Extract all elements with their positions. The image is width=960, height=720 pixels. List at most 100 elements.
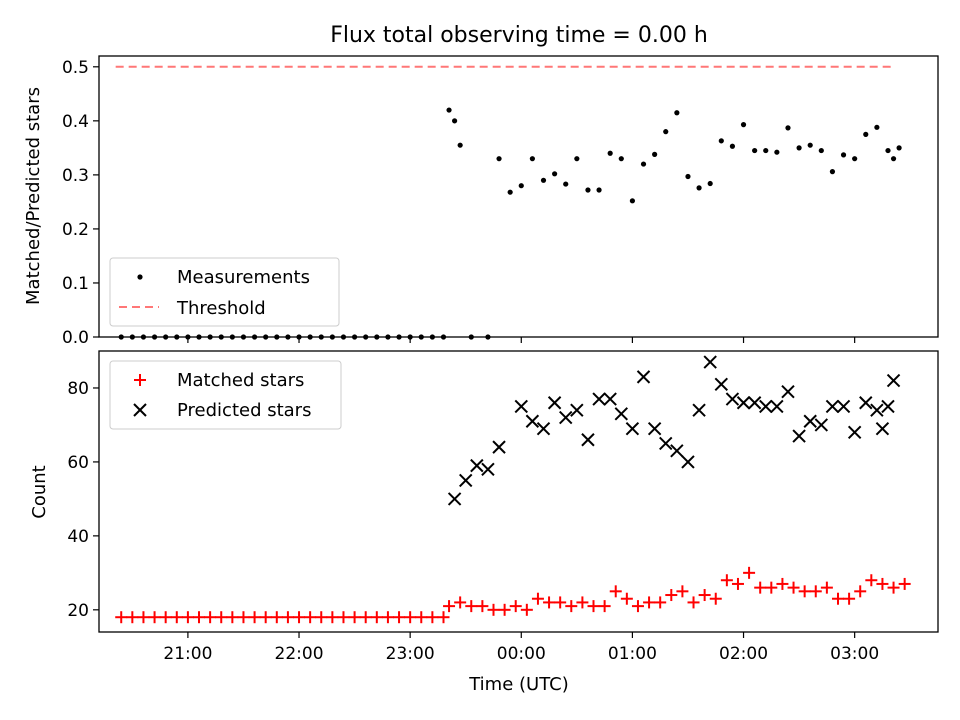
predicted-star-point xyxy=(447,492,462,506)
matched-star-point xyxy=(520,603,533,616)
measurement-point xyxy=(885,147,891,154)
measurement-point xyxy=(374,334,380,340)
matched-star-point xyxy=(370,611,383,624)
matched-star-point xyxy=(393,611,406,624)
measurement-point xyxy=(596,187,602,193)
measurement-point xyxy=(890,156,897,162)
predicted-star-point xyxy=(803,414,817,428)
measurement-point xyxy=(207,334,213,340)
matched-star-point xyxy=(731,577,744,590)
measurement-point xyxy=(340,334,347,340)
legend-bottom: Matched stars Predicted stars xyxy=(109,360,342,430)
y-axis-label-top: Matched/Predicted stars xyxy=(23,87,44,305)
matched-star-point xyxy=(348,611,361,624)
predicted-star-point xyxy=(703,355,717,369)
matched-star-point xyxy=(620,592,633,605)
y-axis-label-bottom: Count xyxy=(29,465,50,518)
matched-star-point xyxy=(720,574,733,587)
measurement-point xyxy=(663,129,669,135)
predicted-star-point xyxy=(875,421,890,436)
measurement-point xyxy=(696,185,702,191)
matched-star-point xyxy=(226,611,239,624)
matched-star-point xyxy=(426,611,439,624)
legend-marker-matched xyxy=(134,374,146,386)
matched-star-point xyxy=(587,600,600,613)
measurement-point xyxy=(818,147,824,154)
legend-marker-predicted xyxy=(133,403,147,417)
measurement-point xyxy=(796,145,802,151)
x-tick-label: 03:00 xyxy=(830,644,879,664)
matched-star-point xyxy=(665,589,678,602)
matched-star-point xyxy=(454,596,467,609)
predicted-star-point xyxy=(525,414,540,428)
x-tick-label: 23:00 xyxy=(386,644,435,664)
predicted-star-point xyxy=(747,396,762,410)
predicted-star-point xyxy=(770,399,784,414)
predicted-star-point xyxy=(536,421,551,436)
matched-star-point xyxy=(631,600,644,613)
measurement-point xyxy=(263,334,269,340)
legend-label-matched: Matched stars xyxy=(177,370,304,391)
y-tick-label-top: 0.5 xyxy=(62,58,89,78)
measurement-point xyxy=(574,156,580,162)
measurement-point xyxy=(896,145,902,151)
predicted-star-point xyxy=(814,418,829,432)
predicted-star-point xyxy=(625,421,640,436)
y-tick-label-top: 0.0 xyxy=(62,328,89,348)
measurement-point xyxy=(518,183,524,189)
measurement-point xyxy=(752,147,758,154)
measurement-point xyxy=(429,334,435,340)
measurement-point xyxy=(674,110,680,116)
legend-label-predicted: Predicted stars xyxy=(177,400,311,421)
measurement-point xyxy=(151,334,158,340)
predicted-star-point xyxy=(481,462,495,477)
panel-ratio: 0.0 0.1 0.2 0.3 0.4 0.5 Matched/Predicted sta… xyxy=(23,55,939,348)
y-tick-label-top: 0.3 xyxy=(62,166,89,186)
matched-star-point xyxy=(787,581,800,594)
predicted-star-point xyxy=(886,373,901,388)
legend-label-threshold: Threshold xyxy=(176,298,266,319)
predicted-star-point xyxy=(725,392,740,406)
predicted-star-point xyxy=(603,392,617,406)
predicted-star-point xyxy=(736,396,751,410)
predicted-star-point xyxy=(825,399,840,414)
matched-star-point xyxy=(776,577,789,590)
measurement-point xyxy=(285,334,291,340)
measurement-point xyxy=(552,171,558,177)
measurement-point xyxy=(629,198,636,204)
predicted-star-point xyxy=(459,473,473,488)
y-axis-bottom: 20 40 60 80 xyxy=(67,379,99,621)
matched-star-point xyxy=(798,585,811,598)
chart-title: Flux total observing time = 0.00 h xyxy=(330,23,708,48)
measurement-point xyxy=(563,181,569,187)
predicted-star-point xyxy=(692,403,706,417)
predicted-star-point xyxy=(792,429,806,443)
matched-star-point xyxy=(565,600,578,613)
matched-star-point xyxy=(476,600,489,613)
x-tick-label: 21:00 xyxy=(163,644,212,664)
matched-star-point xyxy=(598,600,611,613)
count-series xyxy=(115,355,911,624)
predicted-star-point xyxy=(847,425,862,440)
measurement-point xyxy=(452,118,458,124)
matched-star-point xyxy=(137,611,150,624)
y-tick-label-top: 0.1 xyxy=(62,274,89,294)
matched-star-point xyxy=(531,592,544,605)
matched-star-point xyxy=(270,611,283,624)
matched-star-point xyxy=(115,611,128,624)
matched-star-point xyxy=(676,585,689,598)
matched-star-point xyxy=(148,611,161,624)
predicted-star-point xyxy=(870,403,884,417)
matched-star-point xyxy=(126,611,139,624)
measurement-point xyxy=(351,334,358,340)
matched-star-point xyxy=(754,581,767,594)
predicted-star-point xyxy=(714,377,729,391)
measurement-point xyxy=(446,107,452,113)
measurement-point xyxy=(785,125,791,131)
predicted-star-point xyxy=(614,407,628,421)
matched-star-point xyxy=(437,611,450,624)
matched-star-point xyxy=(509,600,522,613)
panel-count: 20 40 60 80 21:00 22:00 23:00 00:00 01:00 02:00 0… xyxy=(29,350,939,695)
measurement-point xyxy=(396,334,402,340)
measurement-point xyxy=(496,156,502,162)
